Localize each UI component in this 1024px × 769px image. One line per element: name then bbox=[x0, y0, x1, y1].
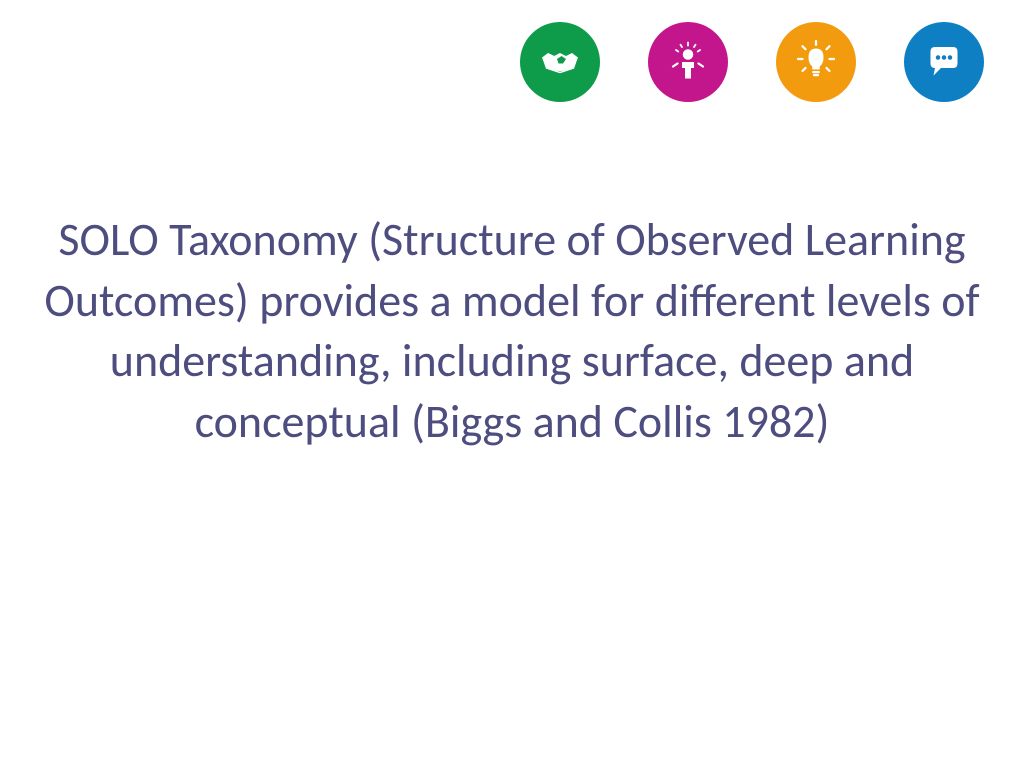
icon-row bbox=[520, 22, 984, 102]
person-idea-icon bbox=[648, 22, 728, 102]
speech-bubble-icon bbox=[904, 22, 984, 102]
handshake-icon bbox=[520, 22, 600, 102]
body-text: SOLO Taxonomy (Structure of Observed Lea… bbox=[40, 210, 984, 453]
lightbulb-icon bbox=[776, 22, 856, 102]
